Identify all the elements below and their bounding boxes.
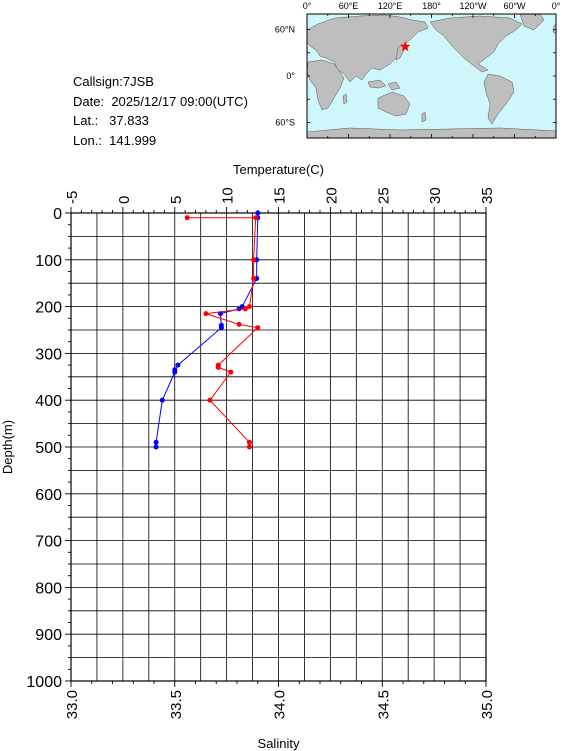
callsign-row: Callsign:7JSB bbox=[73, 72, 248, 92]
temperature-tick-label: -5 bbox=[64, 191, 81, 204]
temperature-point bbox=[218, 325, 224, 331]
temperature-tick-label: 30 bbox=[427, 187, 444, 204]
depth-tick-label: 600 bbox=[35, 487, 62, 504]
map-frame-ticks bbox=[306, 14, 557, 138]
data-series bbox=[153, 210, 261, 450]
station-info: Callsign:7JSB Date: 2025/12/17 09:00(UTC… bbox=[73, 72, 248, 150]
temperature-point bbox=[236, 306, 242, 312]
temperature-tick-label: 25 bbox=[375, 187, 392, 204]
map-lon-label: 60°W bbox=[503, 1, 526, 11]
callsign-label: Callsign: bbox=[73, 74, 123, 89]
temperature-tick-label: 20 bbox=[323, 187, 340, 204]
lon-value: 141.999 bbox=[109, 132, 157, 148]
depth-axis-title: Depth(m) bbox=[0, 420, 15, 474]
temperature-tick-label: 0 bbox=[116, 196, 133, 204]
depth-tick-label: 400 bbox=[35, 393, 62, 410]
salinity-tick-labels: 33.0 33.5 34.0 34.5 35.0 bbox=[64, 690, 496, 719]
lon-row: Lon.: 141.999 bbox=[73, 131, 248, 151]
temperature-point bbox=[172, 369, 178, 375]
depth-tick-label: 200 bbox=[35, 300, 62, 317]
axis-ticks bbox=[65, 207, 487, 687]
salinity-tick-label: 34.5 bbox=[375, 690, 392, 719]
lon-label: Lon.: bbox=[73, 132, 102, 148]
map-lon-label: 0° bbox=[303, 1, 312, 11]
temperature-point bbox=[175, 362, 181, 368]
world-map: 0° 60°E 120°E 180° 120°W 60°W 0° 60°N 0° 60°S bbox=[275, 1, 561, 139]
salinity-point bbox=[246, 439, 252, 445]
date-label: Date: bbox=[73, 93, 105, 109]
salinity-point bbox=[246, 304, 252, 310]
salinity-series bbox=[184, 215, 261, 450]
temperature-tick-label: 10 bbox=[220, 187, 237, 204]
temperature-axis-title: Temperature(C) bbox=[233, 162, 324, 177]
map-lat-label: 60°N bbox=[275, 25, 295, 35]
salinity-point bbox=[253, 215, 259, 221]
lat-label: Lat.: bbox=[73, 113, 99, 128]
salinity-axis-title: Salinity bbox=[258, 736, 300, 751]
depth-tick-label: 100 bbox=[35, 253, 62, 270]
salinity-point bbox=[246, 444, 252, 450]
depth-tick-label: 1000 bbox=[26, 674, 62, 691]
callsign-value: 7JSB bbox=[122, 74, 154, 89]
temperature-point bbox=[255, 210, 261, 216]
salinity-point bbox=[207, 397, 213, 403]
map-lat-labels: 60°N 0° 60°S bbox=[275, 25, 296, 128]
depth-tick-label: 800 bbox=[35, 580, 62, 597]
salinity-point bbox=[203, 311, 209, 317]
date-value: 2025/12/17 09:00(UTC) bbox=[111, 93, 248, 109]
salinity-point bbox=[251, 257, 257, 263]
chart-grid bbox=[70, 212, 487, 682]
map-lon-label: 0° bbox=[552, 1, 561, 11]
salinity-point bbox=[184, 215, 190, 221]
depth-tick-label: 900 bbox=[35, 627, 62, 644]
map-lon-label: 60°E bbox=[339, 1, 359, 11]
salinity-tick-label: 33.0 bbox=[64, 690, 81, 719]
temperature-tick-labels: -5 0 5 10 15 20 25 30 35 bbox=[64, 187, 496, 204]
lat-value: 37.833 bbox=[109, 113, 149, 128]
salinity-tick-label: 35.0 bbox=[479, 690, 496, 719]
map-lon-label: 120°W bbox=[459, 1, 487, 11]
temperature-tick-label: 5 bbox=[168, 196, 185, 204]
map-lon-labels: 0° 60°E 120°E 180° 120°W 60°W 0° bbox=[303, 1, 561, 11]
salinity-point bbox=[215, 364, 221, 370]
salinity-tick-label: 34.0 bbox=[272, 690, 289, 719]
depth-tick-label: 500 bbox=[35, 440, 62, 457]
map-lat-label: 0° bbox=[286, 71, 295, 81]
depth-tick-labels: 0 100 200 300 400 500 600 700 800 900 1000 bbox=[26, 206, 62, 691]
temperature-point bbox=[153, 444, 159, 450]
salinity-point bbox=[236, 321, 242, 327]
salinity-point bbox=[242, 306, 248, 312]
temperature-point bbox=[153, 439, 159, 445]
date-row: Date: 2025/12/17 09:00(UTC) bbox=[73, 92, 248, 112]
station-marker-icon bbox=[400, 41, 411, 52]
salinity-tick-label: 33.5 bbox=[168, 690, 185, 719]
depth-tick-label: 0 bbox=[53, 206, 62, 223]
salinity-point bbox=[255, 325, 261, 331]
depth-tick-label: 300 bbox=[35, 346, 62, 363]
temperature-point bbox=[159, 397, 165, 403]
salinity-line bbox=[187, 217, 259, 447]
lat-row: Lat.: 37.833 bbox=[73, 111, 248, 131]
salinity-point bbox=[251, 276, 257, 281]
temperature-tick-label: 35 bbox=[479, 187, 496, 204]
depth-tick-label: 700 bbox=[35, 534, 62, 551]
temperature-tick-label: 15 bbox=[272, 187, 289, 204]
salinity-point bbox=[228, 369, 234, 375]
map-lon-label: 120°E bbox=[378, 1, 403, 11]
map-lat-label: 60°S bbox=[275, 118, 295, 128]
map-lon-label: 180° bbox=[422, 1, 441, 11]
